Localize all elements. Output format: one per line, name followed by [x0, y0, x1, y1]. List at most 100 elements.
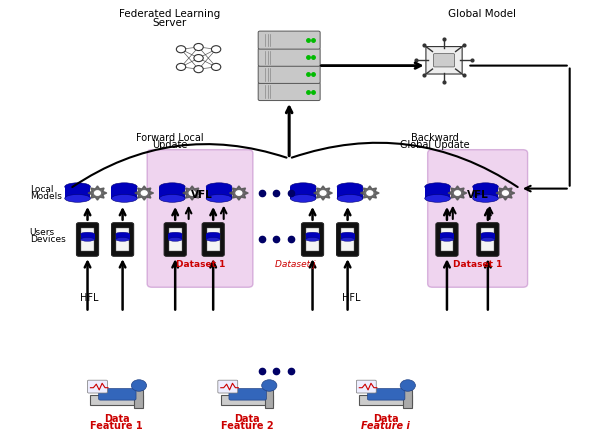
Ellipse shape — [206, 194, 232, 202]
Text: HFL: HFL — [80, 293, 99, 303]
Text: VFL: VFL — [467, 190, 489, 200]
Ellipse shape — [80, 237, 94, 241]
Ellipse shape — [112, 194, 137, 202]
FancyBboxPatch shape — [206, 187, 232, 199]
Circle shape — [454, 191, 460, 195]
Text: Backward: Backward — [411, 133, 459, 143]
Text: HFL: HFL — [342, 293, 360, 303]
Ellipse shape — [159, 194, 185, 202]
Circle shape — [132, 380, 146, 391]
FancyBboxPatch shape — [426, 47, 462, 74]
FancyBboxPatch shape — [359, 395, 412, 405]
FancyBboxPatch shape — [481, 228, 494, 251]
Ellipse shape — [481, 232, 495, 236]
Text: Data: Data — [104, 414, 130, 424]
Circle shape — [320, 191, 326, 195]
Circle shape — [94, 191, 100, 195]
Ellipse shape — [80, 232, 94, 236]
Ellipse shape — [340, 232, 355, 236]
Ellipse shape — [290, 194, 316, 202]
Circle shape — [189, 191, 195, 195]
FancyBboxPatch shape — [206, 234, 220, 240]
Polygon shape — [135, 186, 153, 200]
Ellipse shape — [306, 232, 320, 236]
FancyBboxPatch shape — [356, 380, 376, 393]
FancyBboxPatch shape — [87, 380, 107, 393]
FancyBboxPatch shape — [206, 228, 219, 251]
Ellipse shape — [65, 183, 90, 190]
Ellipse shape — [159, 183, 185, 190]
Text: Federated Learning: Federated Learning — [119, 9, 220, 19]
FancyBboxPatch shape — [218, 380, 238, 393]
FancyBboxPatch shape — [65, 187, 90, 199]
Circle shape — [503, 191, 509, 195]
Text: Server: Server — [152, 17, 186, 28]
Ellipse shape — [481, 237, 495, 241]
Ellipse shape — [337, 194, 363, 202]
Ellipse shape — [440, 232, 454, 236]
Ellipse shape — [337, 183, 363, 190]
Circle shape — [236, 191, 242, 195]
FancyBboxPatch shape — [221, 395, 273, 405]
FancyBboxPatch shape — [258, 48, 320, 66]
Ellipse shape — [425, 194, 450, 202]
Circle shape — [262, 380, 277, 391]
Text: Dataset 1: Dataset 1 — [176, 260, 225, 269]
FancyBboxPatch shape — [441, 228, 453, 251]
Ellipse shape — [168, 232, 182, 236]
Polygon shape — [314, 186, 332, 200]
Ellipse shape — [65, 194, 90, 202]
Ellipse shape — [306, 237, 320, 241]
Polygon shape — [448, 186, 467, 200]
FancyBboxPatch shape — [258, 31, 320, 49]
Text: Users: Users — [30, 228, 55, 237]
FancyBboxPatch shape — [116, 228, 129, 251]
FancyBboxPatch shape — [135, 390, 143, 408]
Ellipse shape — [116, 232, 130, 236]
Text: Devices: Devices — [30, 236, 65, 245]
Ellipse shape — [440, 237, 454, 241]
FancyBboxPatch shape — [341, 228, 354, 251]
FancyBboxPatch shape — [169, 228, 182, 251]
Ellipse shape — [168, 237, 182, 241]
FancyBboxPatch shape — [147, 150, 253, 287]
Text: Feature i: Feature i — [361, 421, 410, 431]
FancyBboxPatch shape — [99, 388, 136, 400]
Circle shape — [194, 43, 203, 51]
FancyBboxPatch shape — [229, 388, 266, 400]
Circle shape — [211, 46, 221, 53]
Circle shape — [211, 64, 221, 70]
Circle shape — [194, 65, 203, 73]
Circle shape — [194, 55, 203, 62]
FancyBboxPatch shape — [477, 223, 499, 256]
FancyBboxPatch shape — [403, 390, 412, 408]
Ellipse shape — [290, 183, 316, 190]
FancyBboxPatch shape — [81, 228, 94, 251]
FancyBboxPatch shape — [90, 395, 143, 405]
Text: Forward Local: Forward Local — [136, 133, 203, 143]
Circle shape — [141, 191, 147, 195]
Ellipse shape — [473, 194, 499, 202]
FancyBboxPatch shape — [258, 65, 320, 83]
FancyBboxPatch shape — [436, 223, 458, 256]
FancyBboxPatch shape — [337, 187, 363, 199]
Text: Dataset 1: Dataset 1 — [453, 260, 502, 269]
Text: VFL: VFL — [191, 190, 212, 200]
Ellipse shape — [116, 237, 130, 241]
FancyBboxPatch shape — [290, 187, 316, 199]
Circle shape — [176, 64, 186, 70]
Ellipse shape — [206, 232, 220, 236]
Polygon shape — [230, 186, 248, 200]
Ellipse shape — [206, 237, 220, 241]
Circle shape — [176, 46, 186, 53]
Text: Data: Data — [234, 414, 260, 424]
FancyBboxPatch shape — [168, 234, 182, 240]
FancyBboxPatch shape — [159, 187, 185, 199]
FancyBboxPatch shape — [428, 150, 527, 287]
FancyBboxPatch shape — [340, 234, 355, 240]
FancyBboxPatch shape — [473, 187, 499, 199]
Polygon shape — [360, 186, 379, 200]
FancyBboxPatch shape — [164, 223, 186, 256]
FancyBboxPatch shape — [112, 187, 137, 199]
Text: Data: Data — [373, 414, 398, 424]
